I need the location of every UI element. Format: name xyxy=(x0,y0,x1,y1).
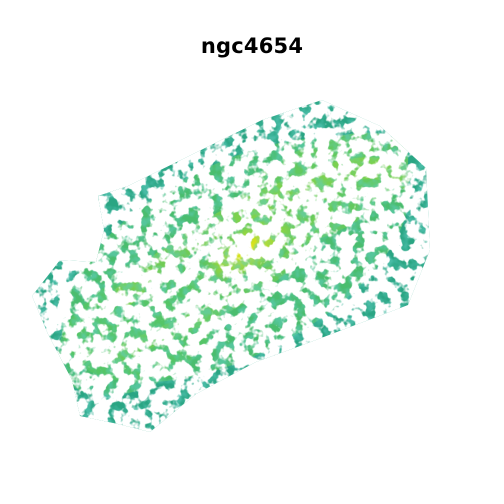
figure-title: ngc4654 xyxy=(200,34,304,58)
